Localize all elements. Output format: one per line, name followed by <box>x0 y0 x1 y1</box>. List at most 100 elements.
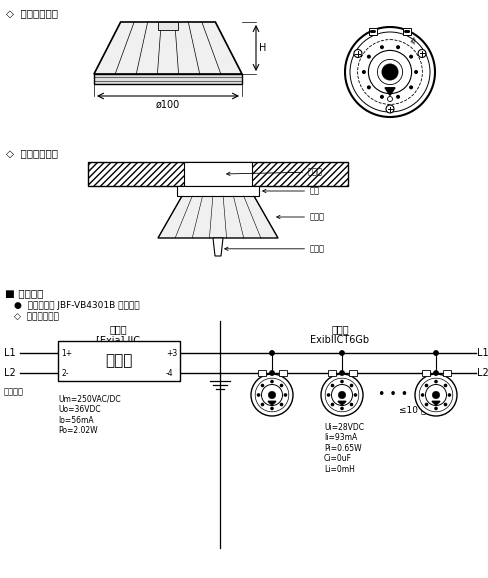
Circle shape <box>435 380 437 383</box>
Circle shape <box>367 86 370 88</box>
Circle shape <box>445 384 447 387</box>
Bar <box>258 370 265 376</box>
Bar <box>58 341 180 381</box>
Circle shape <box>340 371 344 375</box>
Text: 导光柱: 导光柱 <box>224 244 325 253</box>
Circle shape <box>271 407 273 410</box>
Circle shape <box>327 394 330 396</box>
Bar <box>177 186 259 196</box>
Circle shape <box>331 403 334 406</box>
Circle shape <box>262 403 264 406</box>
Text: 安全区: 安全区 <box>109 324 127 334</box>
Text: ◇  安装示意图：: ◇ 安装示意图： <box>6 148 58 158</box>
Circle shape <box>331 384 334 387</box>
Circle shape <box>387 97 392 102</box>
Text: 安全栅: 安全栅 <box>105 354 133 369</box>
Circle shape <box>271 380 273 383</box>
Text: 探统盒: 探统盒 <box>227 168 323 176</box>
Circle shape <box>410 86 412 88</box>
Circle shape <box>281 384 283 387</box>
Polygon shape <box>432 401 440 405</box>
Circle shape <box>397 95 399 98</box>
Bar <box>327 370 336 376</box>
Circle shape <box>372 31 374 32</box>
Circle shape <box>363 71 365 73</box>
Circle shape <box>422 394 424 396</box>
Circle shape <box>410 55 412 58</box>
Polygon shape <box>94 22 242 74</box>
Circle shape <box>321 374 363 416</box>
Circle shape <box>434 371 438 375</box>
Text: -4: -4 <box>166 369 174 377</box>
Circle shape <box>381 46 383 49</box>
Circle shape <box>367 55 370 58</box>
Circle shape <box>435 407 437 410</box>
Polygon shape <box>385 88 395 95</box>
Circle shape <box>285 394 286 396</box>
Text: [Exia] IIC: [Exia] IIC <box>96 335 140 345</box>
Text: Ui=28VDC
Ii=93mA
Pi=0.65W
Ci=0uF
Li=0mH: Ui=28VDC Ii=93mA Pi=0.65W Ci=0uF Li=0mH <box>324 423 364 473</box>
Polygon shape <box>338 401 346 405</box>
Circle shape <box>258 394 260 396</box>
Text: ■ 配接底座: ■ 配接底座 <box>5 288 43 298</box>
Bar <box>158 22 178 30</box>
Circle shape <box>370 31 372 32</box>
Bar <box>88 162 348 186</box>
Text: ◇  接线示意图：: ◇ 接线示意图： <box>14 312 59 321</box>
Circle shape <box>350 403 353 406</box>
Circle shape <box>268 391 276 399</box>
Polygon shape <box>158 196 278 238</box>
Circle shape <box>354 394 357 396</box>
Circle shape <box>350 384 353 387</box>
Circle shape <box>354 50 362 57</box>
Text: ●  探测器配接 JBF-VB4301B 型底座。: ● 探测器配接 JBF-VB4301B 型底座。 <box>14 301 140 310</box>
Circle shape <box>434 351 438 355</box>
Circle shape <box>426 403 427 406</box>
Circle shape <box>281 403 283 406</box>
Circle shape <box>382 64 398 80</box>
Text: • • •: • • • <box>378 388 408 402</box>
Circle shape <box>338 391 346 399</box>
Circle shape <box>415 71 417 73</box>
Circle shape <box>270 371 274 375</box>
Text: ≤10 只: ≤10 只 <box>399 405 426 414</box>
Circle shape <box>341 407 343 410</box>
Circle shape <box>415 374 457 416</box>
Bar <box>422 370 429 376</box>
Circle shape <box>386 105 394 113</box>
Bar <box>279 370 286 376</box>
Circle shape <box>262 384 264 387</box>
Text: L1: L1 <box>477 348 488 358</box>
Text: ◇  外形结构图：: ◇ 外形结构图： <box>6 8 58 18</box>
Circle shape <box>270 351 274 355</box>
Text: JBF: JBF <box>411 36 419 45</box>
Circle shape <box>407 31 408 32</box>
Circle shape <box>418 50 426 57</box>
Text: L2: L2 <box>4 368 16 378</box>
Bar <box>443 370 450 376</box>
Circle shape <box>381 95 383 98</box>
Text: 底座: 底座 <box>263 187 320 195</box>
Circle shape <box>251 374 293 416</box>
Circle shape <box>445 403 447 406</box>
Bar <box>94 74 242 84</box>
Polygon shape <box>213 238 223 256</box>
Text: 危险区: 危险区 <box>331 324 349 334</box>
Bar <box>348 370 357 376</box>
Text: 报警总线: 报警总线 <box>4 387 24 396</box>
Polygon shape <box>268 401 276 405</box>
Circle shape <box>408 31 409 32</box>
Circle shape <box>341 380 343 383</box>
Circle shape <box>448 394 450 396</box>
Circle shape <box>340 351 344 355</box>
Circle shape <box>432 391 440 399</box>
Bar <box>184 162 252 186</box>
Text: L1: L1 <box>4 348 16 358</box>
Circle shape <box>426 384 427 387</box>
Text: ø100: ø100 <box>156 100 180 110</box>
Circle shape <box>397 46 399 49</box>
Bar <box>403 28 411 35</box>
Text: ExibIICT6Gb: ExibIICT6Gb <box>310 335 369 345</box>
Text: Um=250VAC/DC
Uo=36VDC
Io=56mA
Po=2.02W: Um=250VAC/DC Uo=36VDC Io=56mA Po=2.02W <box>58 395 121 435</box>
Bar <box>369 28 377 35</box>
